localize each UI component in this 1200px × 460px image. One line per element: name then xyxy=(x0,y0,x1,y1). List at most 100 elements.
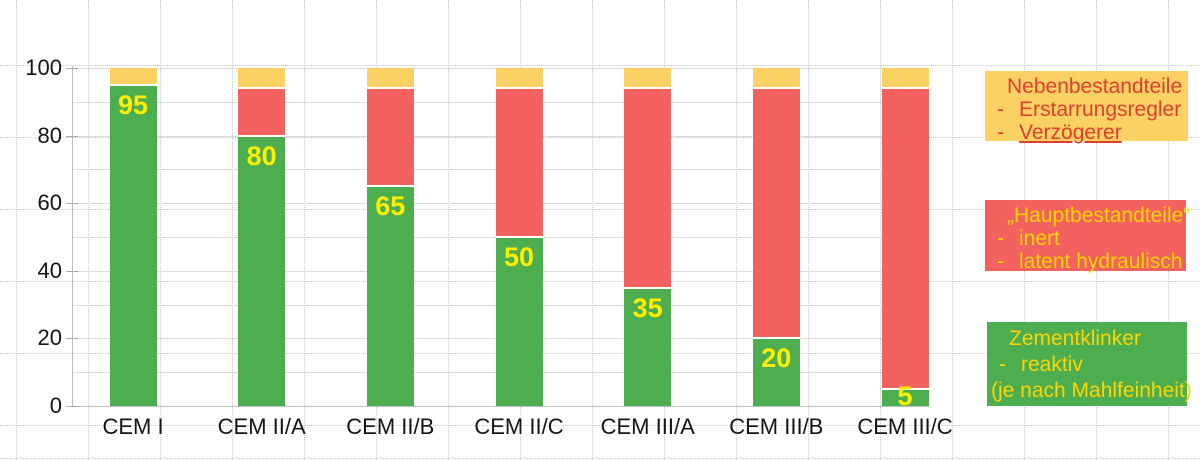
legend-item: - latent hydraulisch xyxy=(985,250,1186,273)
y-axis-tick xyxy=(66,406,78,407)
x-axis-category-label: CEM II/C xyxy=(474,414,564,439)
background-grid-line xyxy=(808,0,809,460)
bar-value-label: 5 xyxy=(897,381,913,411)
x-axis-category-label: CEM III/B xyxy=(729,414,824,439)
legend-box-hauptbestandteile: „Hauptbestandteile“ - inert - latent hydraul… xyxy=(985,200,1191,273)
background-grid-line xyxy=(0,353,1200,354)
bar-segment-separator xyxy=(495,87,543,90)
bar-segment-hauptbestandteile xyxy=(238,88,286,136)
x-axis-line xyxy=(72,406,930,407)
legend-box-zementklinker: Zementklinker - reaktiv (je nach Mahlfeinhe… xyxy=(987,322,1192,406)
bar-segment-nebenbestandteile xyxy=(752,68,800,89)
bar-segment-separator xyxy=(624,87,672,90)
background-grid-line xyxy=(0,137,1200,138)
y-axis-tick-label: 100 xyxy=(25,55,62,80)
x-axis-category-label: CEM III/A xyxy=(600,414,695,439)
background-grid-line xyxy=(160,0,161,460)
bar-segment-separator xyxy=(238,134,286,137)
y-axis-tick xyxy=(66,338,78,340)
bar-segment-hauptbestandteile xyxy=(752,88,800,339)
background-grid-line xyxy=(232,0,233,460)
bar-segment-hauptbestandteile xyxy=(366,88,414,187)
y-axis-tick-label: 60 xyxy=(37,190,62,216)
y-axis-tick xyxy=(66,203,78,205)
legend-item-dash: - xyxy=(997,227,1004,250)
legend-item: - inert xyxy=(985,227,1186,250)
legend-item-text: inert xyxy=(1019,227,1060,250)
bar-segment-zementklinker xyxy=(624,287,672,406)
x-axis-category-label: CEM I xyxy=(102,414,164,439)
bar-value-label: 35 xyxy=(632,292,663,323)
background-grid-line xyxy=(304,0,305,460)
x-axis-category-label: CEM III/C xyxy=(857,414,953,439)
y-axis-tick-label: 80 xyxy=(37,122,62,148)
background-grid-line xyxy=(88,0,89,460)
bar-segment-zementklinker xyxy=(881,389,929,406)
bar-segment-nebenbestandteile xyxy=(495,68,543,89)
bar-segment-separator xyxy=(881,87,929,90)
bar-segment-separator xyxy=(495,236,543,238)
bar-segment-hauptbestandteile xyxy=(881,88,929,390)
background-grid-line xyxy=(0,209,1200,210)
background-grid-line xyxy=(592,0,593,460)
y-axis-tick-label: 0 xyxy=(49,393,62,418)
legend-item: - Erstarrungsregler xyxy=(985,98,1188,121)
background-grid-line xyxy=(0,425,1200,426)
y-axis-tick xyxy=(66,135,78,137)
x-axis-category-label: CEM II/A xyxy=(217,414,306,439)
legend-item-text: reaktiv xyxy=(1021,353,1083,376)
y-axis-tick xyxy=(66,270,78,272)
bar-segment-separator xyxy=(624,286,672,289)
legend-title: Zementklinker xyxy=(1009,327,1141,350)
legend-item-dash: - xyxy=(999,353,1006,376)
bar-segment-nebenbestandteile xyxy=(624,68,672,89)
bar-segment-hauptbestandteile xyxy=(495,88,543,237)
legend-footer: (je nach Mahlfeinheit) xyxy=(991,379,1192,402)
background-grid-line xyxy=(880,0,881,460)
bar-segment-nebenbestandteile xyxy=(238,68,286,89)
background-grid-line xyxy=(736,0,737,460)
background-grid-line xyxy=(16,0,17,460)
bar-segment-zementklinker xyxy=(238,135,286,406)
bar-segment-zementklinker xyxy=(109,84,157,406)
legend-title: „Hauptbestandteile“ xyxy=(1007,204,1191,227)
bar-value-label: 65 xyxy=(375,191,406,222)
bar-segment-zementklinker xyxy=(366,186,414,406)
legend-item-dash: - xyxy=(997,98,1004,121)
legend-item: - reaktiv xyxy=(987,352,1187,378)
background-grid-line xyxy=(952,0,953,460)
bar-segment-zementklinker xyxy=(495,237,543,406)
legend-title: Nebenbestandteile xyxy=(1007,75,1183,98)
bar-segment-separator xyxy=(366,87,414,90)
bar-value-label: 50 xyxy=(503,242,535,272)
legend-item-text: Erstarrungsregler xyxy=(1019,98,1182,121)
y-axis-tick xyxy=(66,68,78,69)
bar-segment-separator xyxy=(366,185,414,188)
bar-value-label: 20 xyxy=(761,343,792,374)
background-grid-line xyxy=(0,458,1200,459)
bar-value-label: 95 xyxy=(117,89,149,120)
bar-segment-nebenbestandteile xyxy=(366,68,414,89)
legend-item-dash: - xyxy=(997,121,1004,144)
background-grid-line xyxy=(0,65,1200,66)
legend-item: - Verzögerer xyxy=(985,121,1188,144)
bar-segment-zementklinker xyxy=(752,338,800,406)
y-axis-line xyxy=(72,66,73,406)
y-axis-tick-label: 40 xyxy=(37,257,62,283)
legend-box-nebenbestandteile: Nebenbestandteile - Erstarrungsregler - Verz… xyxy=(985,71,1188,144)
background-grid-line xyxy=(448,0,449,460)
bar-segment-nebenbestandteile xyxy=(109,68,157,85)
bar-segment-separator xyxy=(238,87,286,90)
bar-segment-hauptbestandteile xyxy=(624,88,672,288)
bar-segment-nebenbestandteile xyxy=(881,68,929,89)
bar-value-label: 80 xyxy=(246,140,277,171)
bar-segment-separator xyxy=(881,388,929,391)
x-axis-category-label: CEM II/B xyxy=(346,414,435,439)
y-axis-tick-label: 20 xyxy=(37,325,62,351)
bar-segment-separator xyxy=(752,87,800,90)
legend-item-dash: - xyxy=(997,250,1004,273)
bar-segment-separator xyxy=(752,337,800,340)
legend-item-text: Verzögerer xyxy=(1019,121,1122,144)
legend-item-text: latent hydraulisch xyxy=(1019,250,1183,273)
